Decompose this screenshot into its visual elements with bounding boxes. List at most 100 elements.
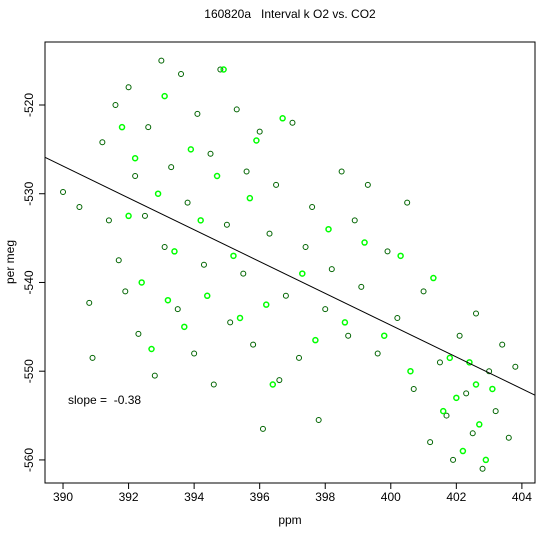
point [273,181,280,188]
point [341,319,349,326]
point [132,172,139,179]
point [439,407,447,415]
point [463,390,470,397]
point [181,323,188,331]
point [302,243,309,250]
x-tick-label: 404 [512,490,532,504]
point [151,372,158,379]
point [207,150,214,157]
x-tick-label: 390 [53,490,73,504]
point [397,252,404,260]
point [230,252,237,260]
point [450,456,457,463]
point [233,106,240,113]
point [115,257,122,264]
point [187,146,195,153]
point [374,350,381,357]
point [246,194,254,202]
point [489,385,496,393]
point [469,430,476,437]
point [361,239,368,246]
point [154,190,162,197]
point [407,367,414,375]
point [499,341,506,348]
point [309,204,316,211]
point [266,230,273,237]
point [164,296,172,304]
point [299,270,306,277]
y-axis-label: per meg [3,240,17,284]
point [203,292,211,300]
point [86,299,93,306]
point [420,288,427,295]
point [351,217,358,224]
point [364,181,371,188]
point [125,212,132,220]
point [213,172,221,180]
point [380,332,388,339]
point [312,336,319,344]
x-tick-label: 398 [315,490,335,504]
point [410,385,417,392]
point [358,283,365,290]
chart-title: 160820a Interval k O2 vs. CO2 [204,7,376,21]
point [112,102,119,108]
point [135,330,142,337]
fit-line [44,156,536,396]
x-tick-label: 394 [184,490,204,504]
x-tick-label: 400 [381,490,401,504]
point [253,137,260,144]
y-tick-label: -530 [22,181,36,205]
point [446,354,454,362]
point [105,217,112,224]
y-tick-label: -540 [22,270,36,294]
point [328,266,335,273]
point [148,345,155,353]
point [404,199,411,206]
point [168,164,175,171]
y-tick-label: -560 [22,448,36,472]
point [479,465,486,472]
point [138,279,145,286]
point [99,139,106,146]
point [210,381,217,388]
point [338,168,345,175]
point [161,243,168,250]
x-tick-label: 402 [446,490,466,504]
y-tick-label: -550 [22,359,36,383]
point [289,119,296,126]
y-tick-label: -520 [22,93,36,117]
point [394,314,401,321]
point [223,221,230,228]
point [236,314,244,322]
point [76,204,83,211]
point [505,434,512,441]
point [174,306,181,313]
x-axis-label: ppm [278,513,301,527]
point [492,408,499,415]
x-tick-label: 396 [250,490,270,504]
point [89,354,96,361]
point [482,456,490,464]
annotation: slope = -0.38 [68,393,141,407]
plot-frame [44,41,536,484]
point [262,301,270,308]
point [171,248,178,255]
point [296,354,303,361]
point [259,425,266,432]
point [325,225,332,233]
point [227,319,234,326]
point [184,199,191,206]
point [200,261,207,268]
point [282,292,289,299]
point [456,332,463,339]
point [472,381,480,388]
point [145,124,152,131]
point [141,212,148,219]
point [430,274,437,282]
point [476,421,483,428]
point [178,70,185,77]
point [250,341,257,348]
point [194,110,201,117]
